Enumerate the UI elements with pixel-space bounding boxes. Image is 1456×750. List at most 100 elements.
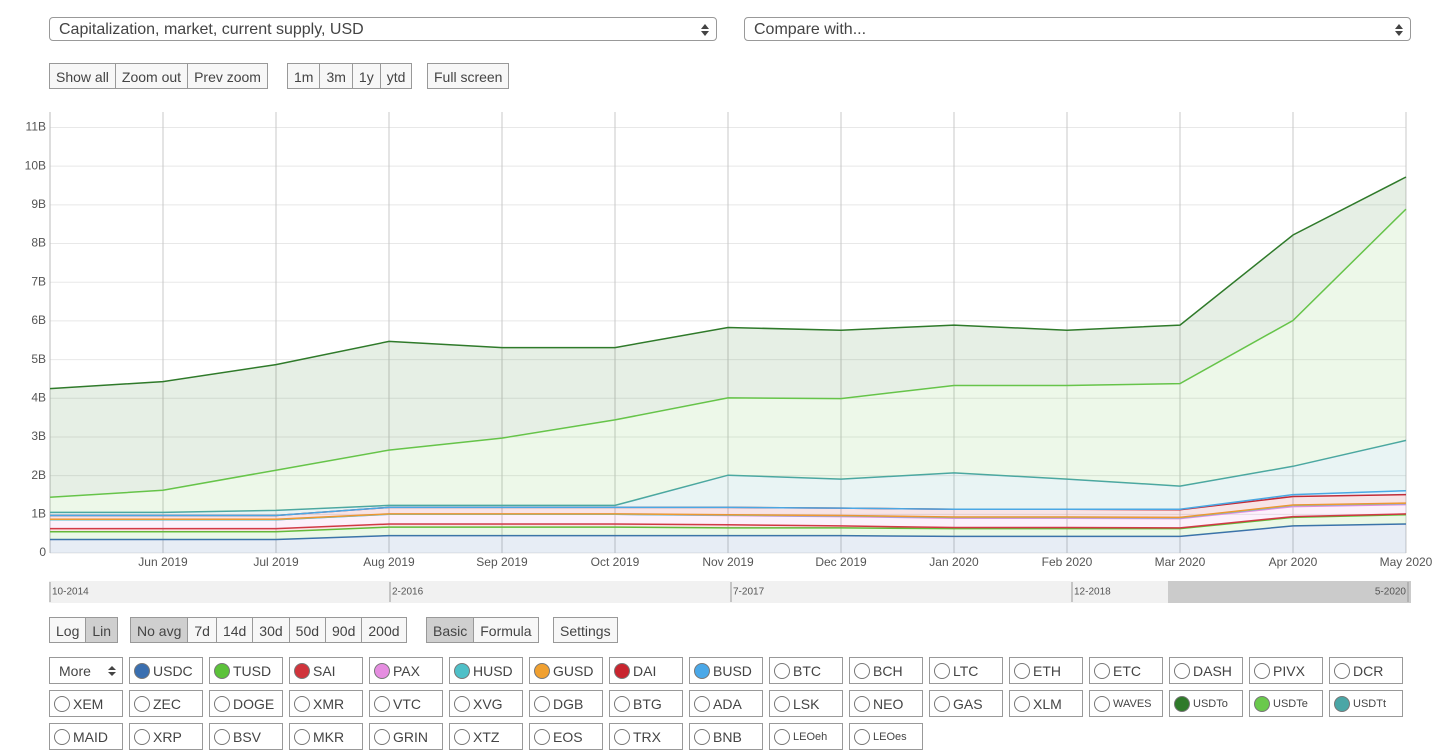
- y-tick-label: 8B: [31, 236, 46, 250]
- coin-toggle[interactable]: MKR: [289, 723, 363, 750]
- coin-toggle[interactable]: BCH: [849, 657, 923, 684]
- toggle-button[interactable]: Basic: [426, 617, 475, 643]
- toggle-button[interactable]: Prev zoom: [188, 63, 268, 89]
- avg-group: No avg 7d 14d 30d 50d 90d 200d: [130, 617, 407, 643]
- toggle-button[interactable]: Show all: [49, 63, 116, 89]
- toggle-button[interactable]: 200d: [362, 617, 407, 643]
- y-tick-label: 11B: [26, 120, 46, 134]
- coin-toggle[interactable]: DCR: [1329, 657, 1403, 684]
- coin-toggle[interactable]: USDC: [129, 657, 203, 684]
- coin-swatch: [934, 662, 950, 679]
- coin-swatch: [854, 695, 870, 712]
- toggle-button[interactable]: Formula: [474, 617, 539, 643]
- more-select-text: More: [59, 662, 91, 679]
- coin-toggle[interactable]: XMR: [289, 690, 363, 717]
- toggle-button[interactable]: 1y: [352, 63, 381, 89]
- toggle-button[interactable]: 14d: [216, 617, 254, 643]
- toggle-button[interactable]: 30d: [253, 617, 290, 643]
- coin-toggle[interactable]: USDTo: [1169, 690, 1243, 717]
- coin-label: PIVX: [1273, 662, 1305, 679]
- coin-toggle[interactable]: XTZ: [449, 723, 523, 750]
- coin-toggle[interactable]: GAS: [929, 690, 1003, 717]
- coin-toggle[interactable]: XRP: [129, 723, 203, 750]
- coin-label: XEM: [73, 695, 104, 712]
- toggle-button[interactable]: Lin: [86, 617, 119, 643]
- coin-toggle[interactable]: BTC: [769, 657, 843, 684]
- metric-select[interactable]: Capitalization, market, current supply, …: [49, 17, 717, 41]
- coin-toggle[interactable]: LEOes: [849, 723, 923, 750]
- coin-swatch: [134, 695, 150, 712]
- coin-toggle[interactable]: ZEC: [129, 690, 203, 717]
- navigator[interactable]: 10-2014 2-2016 7-2017 12-2018 5-2020: [0, 580, 1456, 604]
- coin-toggle[interactable]: BUSD: [689, 657, 763, 684]
- area: [50, 524, 1406, 553]
- x-tick-label: Mar 2020: [1155, 555, 1206, 569]
- line: [50, 523, 1407, 541]
- coin-toggle[interactable]: DASH: [1169, 657, 1243, 684]
- coin-toggle[interactable]: BNB: [689, 723, 763, 750]
- line: [50, 502, 1407, 521]
- coin-toggle[interactable]: EOS: [529, 723, 603, 750]
- toggle-button[interactable]: 90d: [326, 617, 363, 643]
- toggle-button[interactable]: ytd: [380, 63, 413, 89]
- coin-toggle[interactable]: MAID: [49, 723, 123, 750]
- coin-toggle[interactable]: LEOeh: [769, 723, 843, 750]
- coin-swatch: [1174, 695, 1190, 712]
- coin-toggle[interactable]: LSK: [769, 690, 843, 717]
- coin-toggle[interactable]: XVG: [449, 690, 523, 717]
- toggle-button[interactable]: Log: [49, 617, 87, 643]
- area: [50, 177, 1406, 498]
- toggle-button[interactable]: No avg: [130, 617, 189, 643]
- line: [50, 439, 1407, 514]
- coin-toggle[interactable]: USDTe: [1249, 690, 1323, 717]
- coin-label: XTZ: [473, 728, 500, 745]
- toggle-button[interactable]: 1m: [287, 63, 321, 89]
- coin-swatch: [374, 728, 390, 745]
- toggle-button[interactable]: 50d: [289, 617, 327, 643]
- coin-label: MKR: [313, 728, 345, 745]
- x-tick-label: Nov 2019: [702, 555, 754, 569]
- coin-row: MAID XRP BSV MKR GRIN XTZ EOS TRX BNB LEOeh LEOes: [49, 723, 923, 750]
- coin-swatch: [854, 728, 870, 745]
- more-select[interactable]: More: [49, 657, 123, 684]
- coin-toggle[interactable]: PIVX: [1249, 657, 1323, 684]
- settings-button[interactable]: Settings: [553, 617, 618, 643]
- fullscreen-button[interactable]: Full screen: [427, 63, 510, 89]
- coin-toggle[interactable]: XEM: [49, 690, 123, 717]
- toggle-button[interactable]: 7d: [188, 617, 217, 643]
- coin-swatch: [1254, 662, 1270, 679]
- coin-toggle[interactable]: NEO: [849, 690, 923, 717]
- toggle-button[interactable]: Zoom out: [115, 63, 189, 89]
- compare-select[interactable]: Compare with...: [744, 17, 1411, 41]
- coin-toggle[interactable]: DGB: [529, 690, 603, 717]
- coin-swatch: [774, 728, 790, 745]
- coin-toggle[interactable]: BTG: [609, 690, 683, 717]
- coin-toggle[interactable]: DAI: [609, 657, 683, 684]
- navigator-selection[interactable]: [1168, 581, 1411, 603]
- coin-toggle[interactable]: SAI: [289, 657, 363, 684]
- coin-toggle[interactable]: USDTt: [1329, 690, 1403, 717]
- coin-toggle[interactable]: BSV: [209, 723, 283, 750]
- toggle-button[interactable]: 3m: [320, 63, 353, 89]
- coin-toggle[interactable]: TRX: [609, 723, 683, 750]
- coin-toggle[interactable]: ETC: [1089, 657, 1163, 684]
- coin-toggle[interactable]: PAX: [369, 657, 443, 684]
- mode-group: Basic Formula: [426, 617, 539, 643]
- select-arrows: [701, 24, 709, 36]
- coin-toggle[interactable]: LTC: [929, 657, 1003, 684]
- coin-toggle[interactable]: HUSD: [449, 657, 523, 684]
- coin-label: DAI: [633, 662, 657, 679]
- coin-toggle[interactable]: TUSD: [209, 657, 283, 684]
- coin-toggle[interactable]: VTC: [369, 690, 443, 717]
- x-tick-label: Apr 2020: [1269, 555, 1318, 569]
- coin-toggle[interactable]: DOGE: [209, 690, 283, 717]
- coin-toggle[interactable]: WAVES: [1089, 690, 1163, 717]
- coin-toggle[interactable]: ETH: [1009, 657, 1083, 684]
- coin-swatch: [614, 662, 630, 679]
- coin-label: LEOeh: [793, 730, 828, 743]
- coin-swatch: [854, 662, 870, 679]
- coin-toggle[interactable]: ADA: [689, 690, 763, 717]
- coin-toggle[interactable]: XLM: [1009, 690, 1083, 717]
- coin-toggle[interactable]: GRIN: [369, 723, 443, 750]
- coin-toggle[interactable]: GUSD: [529, 657, 603, 684]
